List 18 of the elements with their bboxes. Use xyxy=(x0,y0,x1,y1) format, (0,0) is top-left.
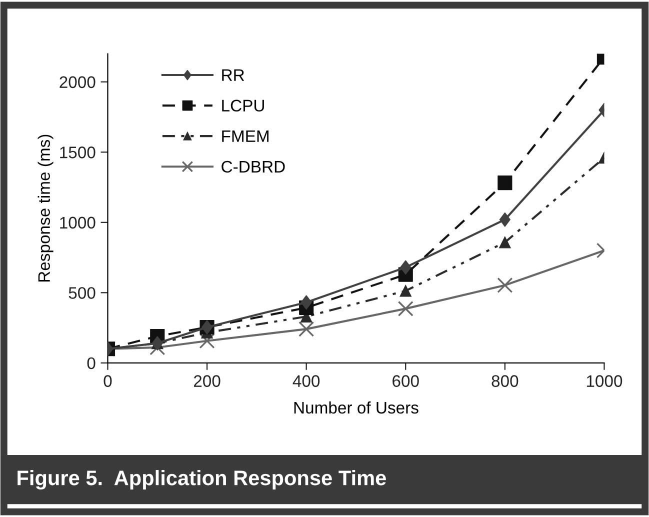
legend-label: FMEM xyxy=(222,130,268,142)
y-tick-label: 2000 xyxy=(60,76,96,88)
x-axis-title: Number of Users xyxy=(294,401,418,414)
x-tick-label: 400 xyxy=(292,375,320,387)
x-tick-label: 600 xyxy=(392,375,419,387)
x-tick-label: 0 xyxy=(104,375,112,387)
caption: Figure 5. Application Response Time xyxy=(18,470,386,490)
x-tick-label: 800 xyxy=(492,375,518,387)
y-tick-label: 1000 xyxy=(60,216,96,229)
y-tick-label: 500 xyxy=(68,287,96,299)
y-tick-label: 0 xyxy=(87,357,96,370)
legend-label: C-DBRD xyxy=(222,160,285,173)
y-tick-label: 1500 xyxy=(60,146,96,158)
x-tick-label: 1000 xyxy=(586,375,622,387)
legend-label: RR xyxy=(222,69,244,81)
x-tick-label: 200 xyxy=(194,375,220,387)
legend-label: LCPU xyxy=(222,100,264,112)
y-axis-title: Response time (ms) xyxy=(38,134,54,282)
